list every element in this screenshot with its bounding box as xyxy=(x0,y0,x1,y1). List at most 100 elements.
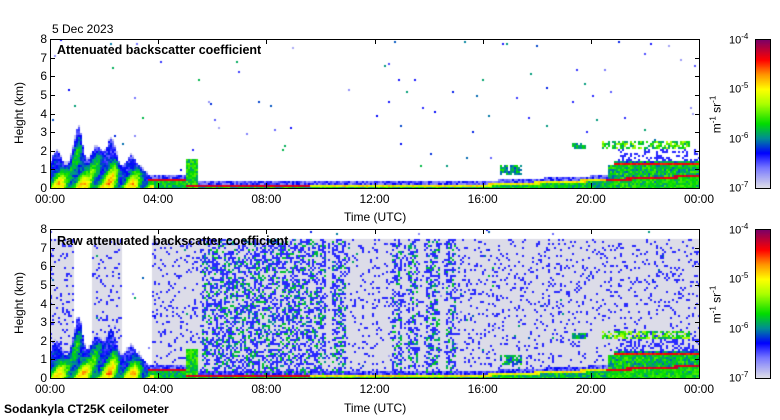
units-part: m xyxy=(709,313,724,324)
y-tick-mark xyxy=(695,94,700,96)
y-tick-mark xyxy=(695,229,700,230)
y-tick-mark xyxy=(50,113,55,115)
x-tick-mark xyxy=(699,183,700,188)
colorbar-tick-label: 10-6 xyxy=(729,131,748,146)
tick-base: 10 xyxy=(729,224,742,237)
x-tick-mark xyxy=(374,39,376,44)
x-tick-mark xyxy=(50,39,51,44)
y-tick-label: 8 xyxy=(40,32,47,46)
x-tick-mark xyxy=(590,39,592,44)
x-tick-mark xyxy=(50,183,51,188)
y-tick-mark xyxy=(50,57,55,59)
y-tick-mark xyxy=(695,322,700,324)
y-tick-mark xyxy=(695,247,700,249)
tick-exponent: -6 xyxy=(741,130,749,140)
y-tick-mark xyxy=(50,76,55,78)
x-tick-mark xyxy=(482,229,484,234)
x-tick-mark xyxy=(374,229,376,234)
x-tick-mark xyxy=(699,229,700,234)
colorbar-tick-label: 10-4 xyxy=(729,222,748,237)
y-tick-mark xyxy=(50,169,55,171)
colorbar-tick-label: 10-6 xyxy=(729,321,748,336)
x-tick-label: 12:00 xyxy=(359,192,390,206)
x-tick-label: 20:00 xyxy=(575,192,606,206)
backscatter-heatmap xyxy=(50,39,699,188)
tick-exponent: -7 xyxy=(741,370,749,379)
y-tick-mark xyxy=(50,150,55,152)
y-tick-label: 5 xyxy=(40,277,47,292)
tick-base: 10 xyxy=(729,34,742,47)
y-tick-label: 4 xyxy=(40,106,47,121)
x-tick-label: 00:00 xyxy=(683,382,715,396)
y-tick-mark xyxy=(50,359,55,361)
x-tick-mark xyxy=(266,183,268,188)
y-tick-mark xyxy=(50,229,55,230)
tick-exponent: -6 xyxy=(741,320,749,330)
x-tick-label: 08:00 xyxy=(251,192,282,206)
date-label: 5 Dec 2023 xyxy=(52,22,114,36)
colorbar-frame xyxy=(755,39,771,189)
x-tick-label: 00:00 xyxy=(34,382,66,396)
tick-exponent: -4 xyxy=(741,32,749,41)
x-tick-label: 04:00 xyxy=(143,382,174,396)
x-tick-mark xyxy=(482,39,484,44)
y-tick-label: 3 xyxy=(40,125,47,140)
x-tick-label: 12:00 xyxy=(359,382,390,396)
x-tick-mark xyxy=(590,183,592,188)
y-tick-mark xyxy=(695,303,700,305)
x-tick-mark xyxy=(699,373,700,378)
x-tick-label: 00:00 xyxy=(683,192,715,206)
x-tick-mark xyxy=(50,229,51,234)
y-tick-label: 1 xyxy=(40,162,47,177)
colorbar-tick-label: 10-5 xyxy=(729,271,748,286)
y-tick-mark xyxy=(695,378,700,379)
y-axis-label: Height (km) xyxy=(12,272,26,335)
colorbar-tick-label: 10-7 xyxy=(729,370,748,385)
x-tick-mark xyxy=(590,373,592,378)
panel-title: Raw attenuated backscatter coefficient xyxy=(57,234,289,248)
units-part: -1 xyxy=(708,285,718,293)
units-part: sr xyxy=(709,292,724,307)
colorbar-units-label: m-1 sr-1 xyxy=(707,275,724,335)
y-tick-mark xyxy=(50,378,55,379)
colorbar-tick-label: 10-5 xyxy=(729,81,748,96)
tick-base: 10 xyxy=(729,372,742,385)
x-tick-mark xyxy=(590,229,592,234)
units-part: -1 xyxy=(708,116,718,124)
y-tick-mark xyxy=(695,340,700,342)
x-tick-label: 08:00 xyxy=(251,382,282,396)
raw-backscatter-heatmap xyxy=(50,229,699,378)
y-tick-label: 3 xyxy=(40,315,47,330)
tick-exponent: -4 xyxy=(741,222,749,231)
tick-exponent: -5 xyxy=(741,81,749,91)
tick-base: 10 xyxy=(729,182,742,195)
units-part: sr xyxy=(709,102,724,117)
y-tick-mark xyxy=(50,303,55,305)
y-tick-mark xyxy=(50,94,55,96)
y-tick-label: 5 xyxy=(40,87,47,102)
y-tick-label: 0 xyxy=(40,371,47,385)
instrument-label: Sodankyla CT25K ceilometer xyxy=(4,402,169,416)
units-part: -1 xyxy=(708,95,718,103)
tick-exponent: -5 xyxy=(741,271,749,281)
x-tick-mark xyxy=(158,39,160,44)
y-tick-mark xyxy=(695,39,700,40)
y-tick-mark xyxy=(50,340,55,342)
plot-frame xyxy=(50,39,700,189)
x-tick-mark xyxy=(699,39,700,44)
y-tick-mark xyxy=(50,247,55,249)
x-tick-mark xyxy=(158,373,160,378)
x-tick-mark xyxy=(266,373,268,378)
units-part: m xyxy=(709,123,724,134)
plot-frame xyxy=(50,229,700,379)
y-tick-mark xyxy=(50,322,55,324)
y-tick-label: 0 xyxy=(40,181,47,195)
colorbar-units-label: m-1 sr-1 xyxy=(707,85,724,145)
x-tick-mark xyxy=(374,183,376,188)
y-tick-label: 7 xyxy=(40,50,47,65)
y-axis-label: Height (km) xyxy=(12,82,26,145)
panel-title: Attenuated backscatter coefficient xyxy=(57,43,262,57)
y-tick-mark xyxy=(695,266,700,268)
y-tick-label: 4 xyxy=(40,296,47,311)
